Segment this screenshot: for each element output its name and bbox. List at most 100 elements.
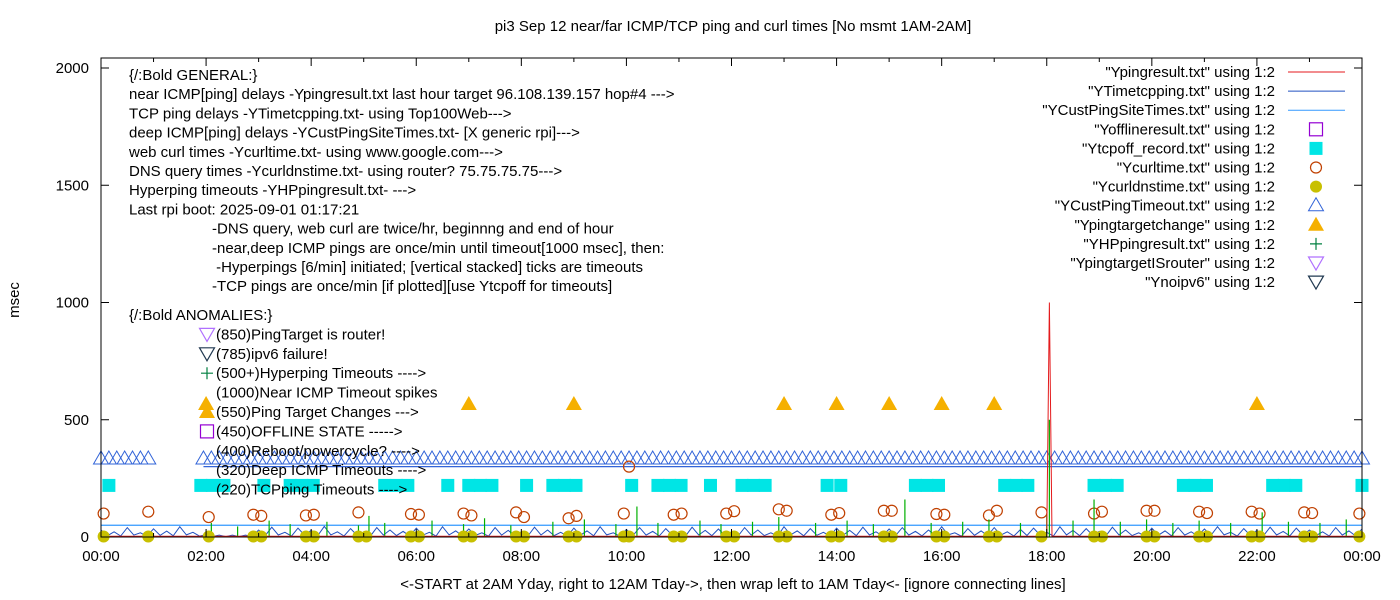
- legend-entry-label: "Ytcpoff_record.txt" using 1:2: [1082, 140, 1275, 157]
- curltime-point: [617, 507, 630, 520]
- tcpoff-point: [1277, 478, 1291, 492]
- tcpoff-point: [306, 478, 320, 492]
- custping-timeout-point: [1180, 449, 1197, 465]
- x-tick-label: 16:00: [923, 548, 961, 565]
- legend-entry-label: "Ypingtargetchange" using 1:2: [1074, 217, 1275, 234]
- custping-timeout-point: [691, 449, 709, 465]
- curltime-point: [772, 503, 785, 516]
- custping-timeout-point: [439, 449, 457, 465]
- x-tick-label: 06:00: [397, 548, 435, 565]
- legend-open-circle-icon: [1309, 161, 1323, 174]
- custping-timeout-point: [786, 449, 803, 465]
- annotation-anomaly-line: (320)Deep ICMP Timeouts ---->: [216, 462, 426, 479]
- custping-timeout-point: [478, 449, 496, 465]
- custping-timeout-point: [108, 449, 126, 465]
- curltime-point: [1245, 505, 1258, 518]
- custping-timeout-point: [573, 449, 591, 465]
- custping-timeout-point: [1306, 449, 1324, 465]
- custping-timeout-point: [1290, 449, 1308, 465]
- curltime-point: [255, 509, 268, 522]
- custping-timeout-point: [928, 449, 945, 465]
- custping-timeout-point: [951, 449, 969, 465]
- x-tick-label: 12:00: [713, 548, 751, 565]
- custping-timeout-point: [715, 449, 732, 465]
- pingtargetchange-point: [828, 396, 845, 411]
- annotation-general-line: Hyperping timeouts -YHPpingresult.txt- -…: [129, 182, 416, 199]
- curltime-point: [982, 509, 996, 522]
- custping-timeout-point: [1164, 449, 1182, 465]
- x-tick-label: 00:00: [1343, 548, 1381, 565]
- custping-timeout-point: [581, 449, 599, 465]
- custping-timeout-point: [1132, 449, 1150, 465]
- custping-timeout-point: [1282, 449, 1300, 465]
- tcpoff-point: [1099, 478, 1113, 492]
- legend-entry-label: "Ynoipv6" using 1:2: [1145, 274, 1275, 291]
- custping-timeout-point: [660, 449, 677, 465]
- curltime-point: [1095, 505, 1109, 518]
- custping-timeout-point: [116, 449, 134, 465]
- curltime-point: [720, 507, 733, 520]
- curltime-point: [307, 508, 320, 521]
- custping-timeout-point: [667, 449, 685, 465]
- annotation-anomaly-line: {/:Bold ANOMALIES:}: [129, 307, 272, 324]
- legend-entry-label: "Ycurltime.txt" using 1:2: [1117, 160, 1275, 177]
- curltime-point: [667, 508, 680, 521]
- custping-timeout-point: [1266, 449, 1284, 465]
- y-tick-label: 500: [64, 412, 89, 429]
- x-tick-label: 22:00: [1238, 548, 1276, 565]
- custping-timeout-point: [762, 449, 780, 465]
- curltime-point: [877, 504, 890, 517]
- legend-open-down-triangle-icon: [1307, 275, 1325, 291]
- custping-timeout-point: [510, 449, 528, 465]
- tcpoff-point: [1266, 478, 1280, 492]
- custping-timeout-point: [1030, 449, 1048, 465]
- annotation-general-line: near ICMP[ping] delays -Ypingresult.txt …: [129, 86, 675, 103]
- curltime-point: [728, 505, 741, 518]
- custping-timeout-point: [699, 449, 717, 465]
- custping-timeout-point: [589, 449, 606, 465]
- custping-timeout-point: [794, 449, 811, 465]
- tcpoff-point: [651, 478, 665, 492]
- tcpoff-point: [473, 478, 487, 492]
- custping-timeout-point: [801, 449, 819, 465]
- tcpoff-point: [102, 478, 116, 492]
- custping-timeout-point: [502, 449, 520, 465]
- annotation-anomaly-line: (500+)Hyperping Timeouts ---->: [216, 365, 426, 382]
- custping-timeout-point: [778, 449, 796, 465]
- curltime-point: [97, 507, 110, 520]
- x-tick-label: 14:00: [818, 548, 856, 565]
- curltime-point: [457, 507, 470, 520]
- legend-open-down-triangle-icon: [1307, 256, 1325, 272]
- custping-timeout-point: [1109, 449, 1127, 465]
- curltime-point: [1148, 504, 1161, 517]
- custping-timeout-point: [738, 449, 756, 465]
- tcpoff-point: [735, 478, 749, 492]
- curltime-point: [202, 510, 215, 524]
- custping-timeout-point: [731, 449, 748, 465]
- custping-timeout-point: [1038, 449, 1056, 465]
- annotation-open-down-triangle-icon: [198, 347, 216, 363]
- pingtargetchange-point: [198, 396, 215, 411]
- curltime-point: [833, 506, 846, 520]
- y-tick-label: 1000: [56, 295, 89, 312]
- annotation-general-line: web curl times -Ycurltime.txt- using www…: [128, 144, 503, 161]
- custping-timeout-point: [1062, 449, 1079, 465]
- x-axis-label: <-START at 2AM Yday, right to 12AM Tday-…: [400, 576, 1065, 593]
- tcpoff-point: [932, 478, 946, 492]
- tcpoff-point: [674, 478, 688, 492]
- custping-timeout-point: [1298, 449, 1316, 465]
- annotation-filled-triangle-icon: [199, 404, 215, 418]
- tcpoff-point: [834, 478, 848, 492]
- custping-timeout-point: [1211, 449, 1229, 465]
- custping-timeout-point: [849, 449, 866, 465]
- custping-timeout-point: [620, 449, 638, 465]
- annotation-anomaly-line: (220)TCPping Timeouts ---->: [216, 482, 408, 499]
- chart-title: pi3 Sep 12 near/far ICMP/TCP ping and cu…: [495, 18, 972, 35]
- custping-timeout-point: [809, 449, 827, 465]
- tcpoff-point: [663, 478, 677, 492]
- annotation-anomaly-line: (850)PingTarget is router!: [216, 326, 385, 343]
- annotation-anomaly-line: (400)Reboot/powercycle? ---->: [216, 443, 420, 460]
- annotation-general-line: Last rpi boot: 2025-09-01 01:17:21: [129, 201, 359, 218]
- custping-timeout-point: [565, 449, 583, 465]
- curltime-point: [562, 512, 575, 525]
